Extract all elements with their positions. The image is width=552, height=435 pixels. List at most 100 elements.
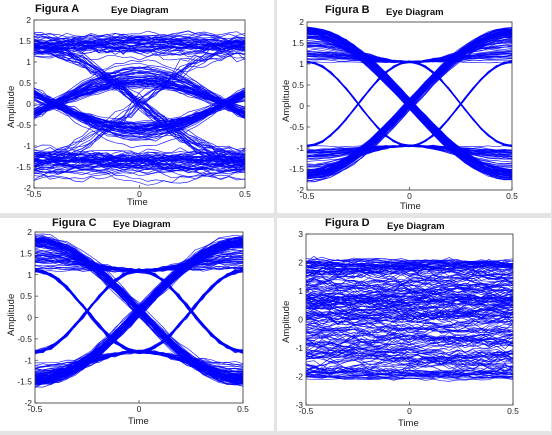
- eye-trace: [306, 280, 513, 294]
- eye-trace: [306, 259, 513, 267]
- eye-trace: [306, 373, 513, 382]
- eye-trace: [306, 256, 513, 265]
- y-axis-label-a: Amplitude: [6, 85, 17, 128]
- chart-title-c: Eye Diagram: [113, 219, 171, 230]
- eye-trace: [306, 307, 513, 324]
- eye-trace: [35, 349, 243, 370]
- eye-trace: [306, 320, 513, 334]
- eye-trace: [34, 41, 245, 51]
- eye-trace: [306, 330, 513, 341]
- eye-trace: [35, 240, 243, 383]
- y-tick-label: -1: [295, 343, 303, 353]
- y-tick-label: 2: [299, 17, 304, 27]
- eye-trace: [34, 45, 245, 56]
- x-tick-label: 0: [407, 406, 412, 416]
- eye-trace: [35, 235, 243, 377]
- eye-trace: [35, 234, 243, 374]
- eye-trace: [34, 87, 245, 115]
- y-tick-label: -1: [24, 355, 32, 365]
- y-tick-label: 2: [27, 227, 32, 237]
- x-axis-label-b: Time: [400, 201, 421, 212]
- eye-trace: [306, 370, 513, 378]
- eye-trace: [306, 269, 513, 287]
- eye-trace: [306, 364, 513, 376]
- eye-trace: [307, 144, 512, 155]
- eye-diagram-plot-b: -0.5 0 0.5 -2 -1.5 -1 -0.5 0 0.5 1 1.5 2: [289, 17, 518, 201]
- eye-trace: [35, 269, 243, 352]
- eye-trace: [307, 54, 512, 63]
- eye-trace: [306, 295, 513, 312]
- eye-trace: [306, 347, 513, 359]
- y-tick-label: 0: [27, 313, 32, 323]
- eye-trace: [306, 311, 513, 324]
- eye-trace: [306, 284, 513, 298]
- figure-label-a: Figura A: [35, 3, 80, 15]
- eye-trace: [34, 94, 245, 124]
- y-tick-label: -1.5: [16, 162, 31, 172]
- eye-trace: [35, 244, 243, 386]
- eye-trace: [34, 44, 245, 167]
- eye-trace: [34, 157, 245, 166]
- x-tick-label: 0.5: [507, 406, 519, 416]
- y-tick-label: 0.5: [292, 80, 304, 90]
- x-tick-label: 0: [137, 404, 142, 414]
- eye-trace: [34, 83, 245, 114]
- x-tick-label: -0.5: [27, 189, 42, 199]
- x-axis-label-c: Time: [128, 416, 149, 427]
- eye-trace: [35, 259, 243, 272]
- eye-trace: [306, 261, 513, 270]
- chart-title-b: Eye Diagram: [386, 7, 444, 18]
- eye-trace: [306, 290, 513, 303]
- eye-trace: [306, 296, 513, 310]
- y-tick-label: -0.5: [17, 334, 32, 344]
- eye-trace: [34, 83, 245, 115]
- eye-traces: [35, 233, 243, 388]
- eye-trace: [306, 285, 513, 298]
- x-tick-label: 0.5: [239, 189, 251, 199]
- y-tick-label: 0: [299, 101, 304, 111]
- figure-label-b: Figura B: [325, 4, 370, 16]
- eye-trace: [34, 165, 245, 181]
- eye-trace: [306, 304, 513, 319]
- eye-trace: [35, 268, 243, 354]
- eye-trace: [306, 358, 513, 373]
- y-axis-label-c: Amplitude: [6, 293, 17, 336]
- eye-trace: [306, 351, 513, 366]
- y-tick-label: -3: [295, 400, 303, 410]
- eye-trace: [35, 233, 243, 374]
- eye-diagram-panel-b: -0.5 0 0.5 -2 -1.5 -1 -0.5 0 0.5 1 1.5 2 Figura B E…: [277, 0, 551, 213]
- eye-trace: [34, 66, 245, 116]
- eye-trace: [35, 241, 243, 382]
- eye-trace: [34, 43, 245, 55]
- eye-trace: [306, 280, 513, 296]
- x-tick-label: 0.5: [237, 404, 249, 414]
- eye-trace: [307, 38, 512, 181]
- eye-traces: [307, 26, 512, 183]
- figure-label-d: Figura D: [325, 218, 370, 229]
- eye-trace: [34, 153, 245, 163]
- eye-trace: [34, 31, 245, 42]
- eye-trace: [306, 329, 513, 345]
- x-tick-label: 0: [137, 189, 142, 199]
- eye-trace: [34, 76, 245, 115]
- eye-trace: [34, 164, 245, 173]
- eye-trace: [35, 269, 243, 352]
- y-tick-label: 1: [27, 270, 32, 280]
- eye-trace: [307, 29, 512, 173]
- y-tick-label: 1: [298, 286, 303, 296]
- figure-label-c: Figura C: [52, 218, 97, 229]
- eye-trace: [34, 91, 245, 149]
- eye-traces: [34, 30, 245, 186]
- eye-trace: [306, 306, 513, 321]
- x-tick-label: 0: [407, 191, 412, 201]
- eye-trace: [306, 333, 513, 347]
- y-axis-label-d: Amplitude: [281, 300, 292, 343]
- eye-trace: [34, 44, 245, 153]
- x-tick-label: -0.5: [28, 404, 43, 414]
- y-tick-label: -2: [24, 398, 32, 408]
- eye-trace: [34, 93, 245, 130]
- y-axis-label-b: Amplitude: [281, 79, 292, 122]
- eye-trace: [35, 240, 243, 381]
- y-tick-label: 0: [26, 99, 31, 109]
- y-tick-label: 1: [299, 59, 304, 69]
